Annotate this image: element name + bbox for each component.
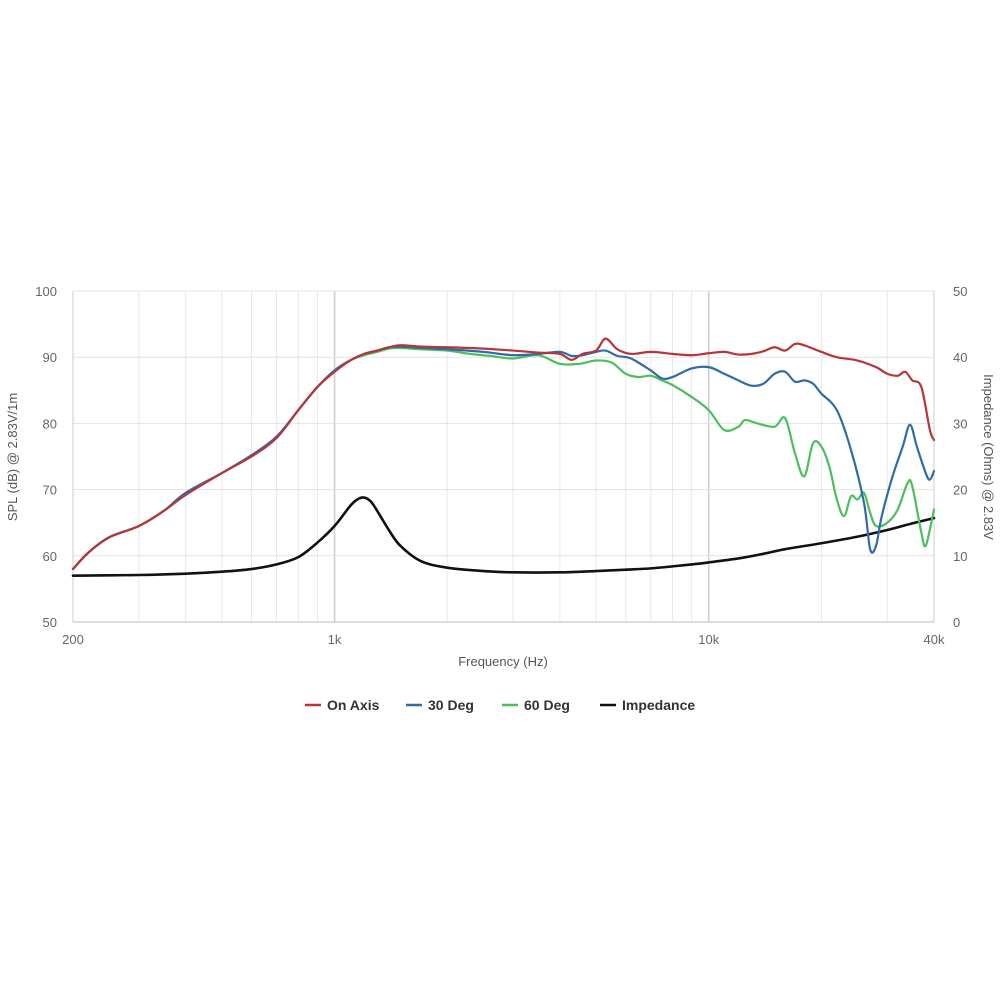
legend-label: Impedance (622, 697, 695, 713)
y-tick-label: 100 (35, 284, 57, 299)
y2-tick-label: 40 (953, 350, 967, 365)
y2-tick-label: 50 (953, 284, 967, 299)
y2-tick-label: 0 (953, 615, 960, 630)
y-tick-label: 90 (43, 350, 57, 365)
y2-tick-label: 30 (953, 416, 967, 431)
legend-label: 30 Deg (428, 697, 474, 713)
legend: On Axis 30 Deg 60 Deg Impedance (305, 697, 695, 713)
y-axis-title: SPL (dB) @ 2.83V/1m (5, 393, 20, 521)
legend-label: 60 Deg (524, 697, 570, 713)
y2-tick-label: 10 (953, 549, 967, 564)
legend-label: On Axis (327, 697, 380, 713)
legend-item-impedance[interactable]: Impedance (600, 697, 695, 713)
legend-item-30-deg[interactable]: 30 Deg (406, 697, 474, 713)
y-tick-label: 60 (43, 549, 57, 564)
y-tick-label: 80 (43, 416, 57, 431)
series-line-30-deg (71, 345, 936, 571)
series-lines (71, 337, 936, 577)
x-axis-title: Frequency (Hz) (458, 654, 548, 669)
legend-item-on-axis[interactable]: On Axis (305, 697, 380, 713)
y-tick-label: 50 (43, 615, 57, 630)
series-line-impedance (71, 496, 936, 577)
legend-item-60-deg[interactable]: 60 Deg (502, 697, 570, 713)
x-tick-label: 200 (62, 632, 84, 647)
x-tick-label: 40k (924, 632, 945, 647)
x-tick-label: 1k (328, 632, 342, 647)
x-tick-label: 10k (698, 632, 719, 647)
y-tick-label: 70 (43, 483, 57, 498)
y2-tick-label: 20 (953, 483, 967, 498)
y2-axis-title: Impedance (Ohms) @ 2.83V (981, 374, 996, 540)
series-line-on-axis (71, 337, 936, 571)
grid (72, 290, 935, 623)
